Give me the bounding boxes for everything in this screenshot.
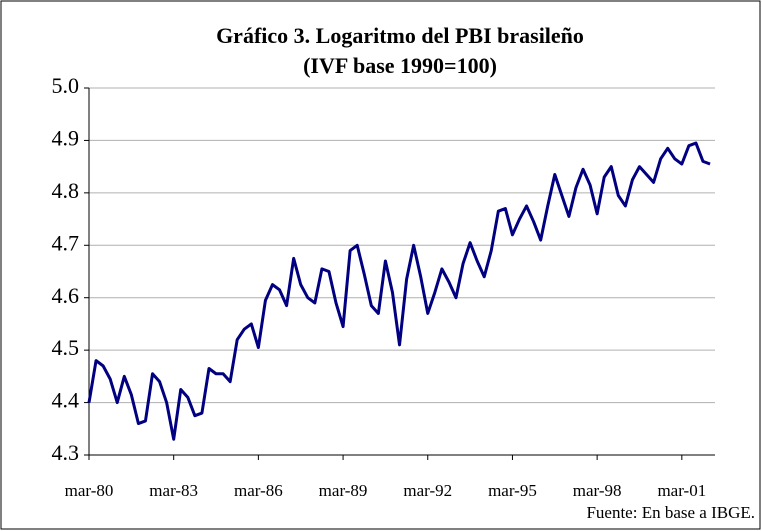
y-tick-label: 4.4 xyxy=(52,388,80,413)
y-tick-label: 4.9 xyxy=(52,125,80,150)
data-line xyxy=(87,141,711,441)
chart-subtitle: (IVF base 1990=100) xyxy=(303,53,497,78)
x-tick-label: mar-95 xyxy=(488,481,537,500)
x-tick-label: mar-01 xyxy=(657,481,706,500)
y-tick-label: 4.5 xyxy=(52,335,80,360)
y-tick-label: 4.8 xyxy=(52,178,80,203)
x-tick-label: mar-92 xyxy=(403,481,452,500)
y-tick-label: 5.0 xyxy=(52,73,80,98)
x-tick-label: mar-80 xyxy=(65,481,114,500)
x-tick-label: mar-98 xyxy=(573,481,622,500)
y-tick-label: 4.6 xyxy=(52,283,80,308)
x-tick-label: mar-86 xyxy=(234,481,283,500)
chart-title: Gráfico 3. Logaritmo del PBI brasileño xyxy=(216,23,584,48)
x-tick-label: mar-89 xyxy=(319,481,368,500)
y-tick-label: 4.7 xyxy=(52,230,80,255)
x-tick-label: mar-83 xyxy=(149,481,198,500)
y-tick-label: 4.3 xyxy=(52,440,80,465)
source-note: Fuente: En base a IBGE. xyxy=(586,503,755,522)
